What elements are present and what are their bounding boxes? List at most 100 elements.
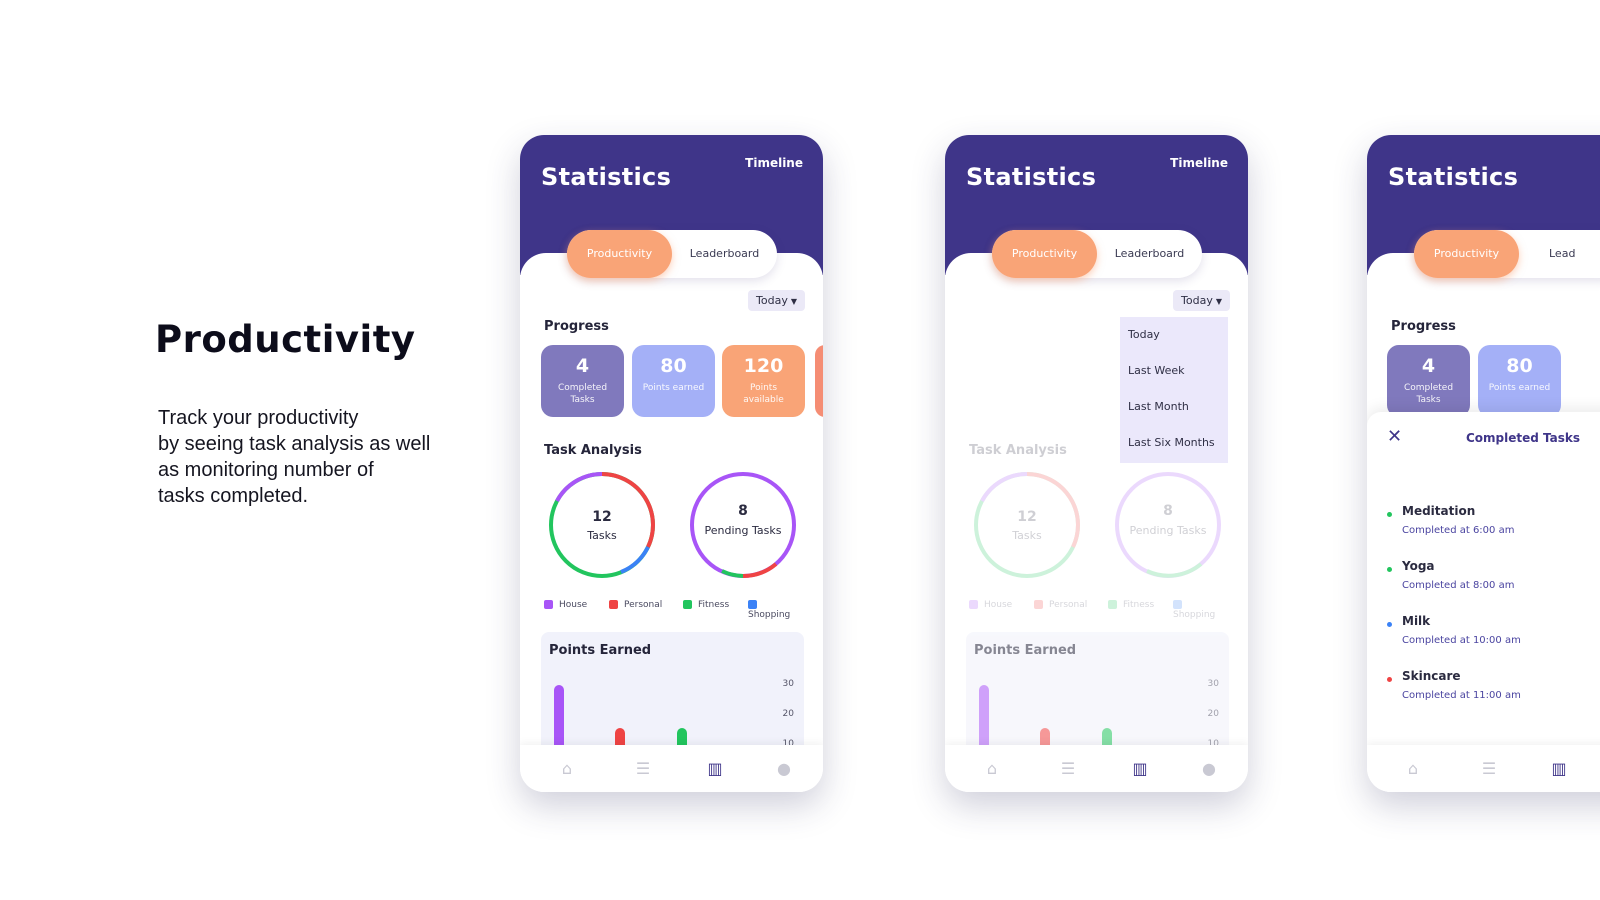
progress-heading: Progress	[1391, 319, 1456, 334]
list-item[interactable]: Meditation Completed at 6:00 am	[1387, 504, 1600, 544]
home-icon[interactable]: ⌂	[986, 759, 998, 778]
task-time: Completed at 6:00 am	[1402, 525, 1515, 536]
stat-card-points-earned[interactable]: 80 Points earned	[1478, 345, 1561, 417]
legend-swatch	[1034, 600, 1043, 609]
legend-swatch	[609, 600, 618, 609]
y-tick-label: 20	[1207, 709, 1219, 719]
legend-label: Personal	[1049, 600, 1088, 610]
legend-swatch	[544, 600, 553, 609]
y-tick-label: 10	[1207, 739, 1219, 749]
status-dot	[1387, 512, 1392, 517]
view-toggle: Productivity Leaderboard	[567, 230, 777, 278]
completed-tasks-sheet: ✕ Completed Tasks Meditation Completed a…	[1367, 412, 1600, 792]
donut-value: 12	[592, 509, 612, 525]
status-dot	[1387, 677, 1392, 682]
y-tick-label: 20	[782, 709, 794, 719]
bar-chart-icon[interactable]: ▥	[707, 759, 723, 778]
tab-productivity[interactable]: Productivity	[567, 230, 672, 278]
legend: House Personal Fitness Shopping	[969, 600, 1229, 620]
legend-label: House	[559, 600, 588, 610]
user-icon[interactable]: ●	[1202, 759, 1216, 778]
phone-statistics-dropdown: Statistics Timeline Productivity Leaderb…	[945, 135, 1248, 792]
legend-label: Fitness	[698, 600, 730, 610]
legend-item: House	[969, 600, 1012, 610]
tasks-donut	[549, 472, 655, 578]
home-icon[interactable]: ⌂	[1407, 759, 1419, 778]
range-value: Today	[756, 294, 788, 307]
stat-card-points-available[interactable]: 120 Points available	[722, 345, 805, 417]
range-menu: Today Last Week Last Month Last Six Mont…	[1120, 317, 1228, 463]
y-tick-label: 30	[782, 679, 794, 689]
stat-value: 80	[1506, 355, 1533, 377]
tab-leaderboard[interactable]: Lead	[1549, 247, 1576, 260]
task-time: Completed at 8:00 am	[1402, 580, 1515, 591]
legend-label: Personal	[624, 600, 663, 610]
legend-item: Personal	[609, 600, 662, 610]
stat-card-completed[interactable]: 4 Completed Tasks	[541, 345, 624, 417]
list-icon[interactable]: ☰	[1060, 759, 1076, 778]
legend-label: Fitness	[1123, 600, 1155, 610]
phone-completed-tasks: Statistics Productivity Lead Progress 4 …	[1367, 135, 1600, 792]
status-dot	[1387, 567, 1392, 572]
home-icon[interactable]: ⌂	[561, 759, 573, 778]
list-item[interactable]: Yoga Completed at 8:00 am	[1387, 559, 1600, 599]
close-icon[interactable]: ✕	[1387, 426, 1403, 447]
bottom-nav: ⌂ ☰ ▥ ●	[945, 745, 1248, 792]
legend-item: Fitness	[683, 600, 729, 610]
progress-heading: Progress	[544, 319, 609, 334]
donut-label: Pending Tasks	[1129, 524, 1207, 537]
task-name: Milk	[1402, 614, 1431, 628]
task-name: Yoga	[1402, 559, 1435, 573]
list-icon[interactable]: ☰	[1481, 759, 1497, 778]
range-dropdown[interactable]: Today ▼	[748, 290, 805, 311]
stat-value: 4	[575, 355, 590, 377]
legend: House Personal Fitness Shopping	[544, 600, 804, 620]
status-dot	[1387, 622, 1392, 627]
chevron-down-icon: ▼	[1215, 297, 1222, 306]
stat-label: Completed Tasks	[1403, 383, 1454, 405]
tasks-donut	[974, 472, 1080, 578]
task-analysis-heading: Task Analysis	[969, 443, 1067, 458]
range-option-last-week[interactable]: Last Week	[1128, 364, 1185, 377]
pending-donut	[690, 472, 796, 579]
y-tick-label: 10	[782, 739, 794, 749]
y-tick-label: 30	[1207, 679, 1219, 689]
legend-label: House	[984, 600, 1013, 610]
user-icon[interactable]: ●	[777, 759, 791, 778]
legend-swatch	[1108, 600, 1117, 609]
legend-item: Personal	[1034, 600, 1087, 610]
page-title: Statistics	[966, 163, 1097, 191]
list-item[interactable]: Skincare Completed at 11:00 am	[1387, 669, 1600, 709]
donut-value: 8	[1163, 503, 1173, 519]
stat-card-partial[interactable]	[815, 345, 823, 417]
range-option-last-month[interactable]: Last Month	[1128, 400, 1189, 413]
stat-card-points-earned[interactable]: 80 Points earned	[632, 345, 715, 417]
stat-value: 4	[1421, 355, 1436, 377]
timeline-link[interactable]: Timeline	[1170, 156, 1228, 170]
list-item[interactable]: Milk Completed at 10:00 am	[1387, 614, 1600, 654]
bar-chart-icon[interactable]: ▥	[1551, 759, 1567, 778]
range-dropdown[interactable]: Today ▼	[1173, 290, 1230, 311]
task-time: Completed at 10:00 am	[1402, 635, 1521, 646]
list-icon[interactable]: ☰	[635, 759, 651, 778]
donut-label: Tasks	[587, 529, 617, 542]
tab-leaderboard[interactable]: Leaderboard	[1114, 247, 1185, 260]
range-option-last-six-months[interactable]: Last Six Months	[1128, 436, 1215, 449]
stat-value: 80	[660, 355, 687, 377]
timeline-link[interactable]: Timeline	[745, 156, 803, 170]
sheet-title: Completed Tasks	[1466, 431, 1581, 445]
legend-swatch	[969, 600, 978, 609]
legend-label: Shopping	[1173, 610, 1216, 620]
range-option-today[interactable]: Today	[1128, 328, 1160, 341]
stat-label: Points earned	[1488, 383, 1551, 393]
bar-chart-icon[interactable]: ▥	[1132, 759, 1148, 778]
tab-productivity[interactable]: Productivity	[992, 230, 1097, 278]
tab-leaderboard[interactable]: Leaderboard	[689, 247, 760, 260]
stat-card-completed[interactable]: 4 Completed Tasks	[1387, 345, 1470, 417]
phone-statistics: Statistics Timeline Productivity Leaderb…	[520, 135, 823, 792]
tab-productivity[interactable]: Productivity	[1414, 230, 1519, 278]
bottom-nav: ⌂ ☰ ▥ ●	[520, 745, 823, 792]
legend-item: House	[544, 600, 587, 610]
legend-item: Shopping	[748, 600, 804, 620]
stat-label: Completed Tasks	[557, 383, 608, 405]
